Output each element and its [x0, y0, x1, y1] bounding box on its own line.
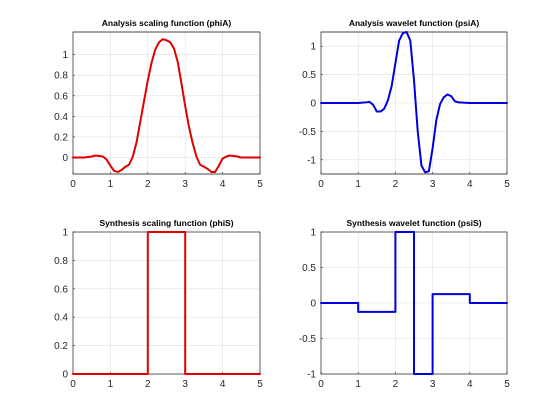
x-tick-label: 5 — [257, 379, 263, 390]
series-line — [72, 38, 261, 173]
x-tick-label: 4 — [467, 379, 473, 390]
plot-area — [72, 231, 261, 375]
y-tick-label: 0.8 — [54, 256, 68, 267]
subplot-analysis-scaling-function: 0 1 2 3 4 5 0 0.2 0.4 0.6 0.8 1 Analysis scaling fun… — [54, 18, 263, 190]
x-tick-label: 3 — [182, 379, 188, 390]
y-tick-label: -0.5 — [299, 127, 317, 138]
x-tick-label: 5 — [504, 379, 510, 390]
series-line — [320, 31, 508, 174]
y-tick-label: 0.4 — [54, 313, 68, 324]
x-tick-label: 4 — [220, 379, 226, 390]
y-tick-label: 0.2 — [54, 132, 68, 143]
y-tick-label: 1 — [310, 228, 316, 239]
y-tick-label: 0.2 — [54, 341, 68, 352]
x-tick-label: 3 — [430, 379, 436, 390]
y-tick-label: -0.5 — [299, 334, 317, 345]
x-tick-label: 0 — [70, 379, 76, 390]
x-tick-label: 5 — [504, 179, 510, 190]
y-tick-label: 0 — [62, 153, 68, 164]
x-tick-label: 1 — [108, 179, 114, 190]
x-tick-label: 0 — [318, 179, 324, 190]
y-tick-label: 0.6 — [54, 284, 68, 295]
y-tick-label: 0.4 — [54, 112, 68, 123]
y-tick-label: 0.5 — [302, 70, 316, 81]
y-tick-label: 0.6 — [54, 91, 68, 102]
y-tick-label: 1 — [62, 228, 68, 239]
x-tick-label: 2 — [393, 379, 399, 390]
x-tick-label: 1 — [108, 379, 114, 390]
y-tick-label: 0.8 — [54, 71, 68, 82]
x-tick-label: 2 — [393, 179, 399, 190]
series-line — [320, 231, 508, 375]
x-tick-label: 1 — [355, 179, 361, 190]
axes-frame — [72, 31, 261, 175]
x-tick-label: 1 — [355, 379, 361, 390]
x-tick-label: 5 — [257, 179, 263, 190]
y-tick-label: 0 — [310, 299, 316, 310]
subplot-title: Analysis wavelet function (psiA) — [349, 18, 480, 28]
y-tick-label: -1 — [307, 155, 316, 166]
subplot-synthesis-wavelet-function: 0 1 2 3 4 5 -1 -0.5 0 0.5 1 Synthesis wavelet funct… — [299, 218, 510, 390]
x-tick-label: 2 — [145, 379, 151, 390]
subplot-synthesis-scaling-function: 0 1 2 3 4 5 0 0.2 0.4 0.6 0.8 1 Synthesis scaling fu… — [54, 218, 263, 390]
y-tick-label: 1 — [310, 42, 316, 53]
x-tick-label: 4 — [467, 179, 473, 190]
x-tick-label: 3 — [182, 179, 188, 190]
plot-area — [72, 31, 261, 175]
y-tick-label: 0.5 — [302, 263, 316, 274]
x-tick-label: 3 — [430, 179, 436, 190]
y-tick-label: 0 — [62, 370, 68, 381]
subplot-analysis-wavelet-function: 0 1 2 3 4 5 -1 -0.5 0 0.5 1 Analysis wavelet functi… — [299, 18, 510, 190]
y-tick-label: 1 — [62, 50, 68, 61]
subplot-title: Synthesis scaling function (phiS) — [99, 218, 233, 228]
x-tick-label: 0 — [70, 179, 76, 190]
series-line — [72, 231, 261, 375]
subplot-title: Synthesis wavelet function (psiS) — [346, 218, 481, 228]
y-tick-label: -1 — [307, 370, 316, 381]
y-tick-label: 0 — [310, 99, 316, 110]
x-tick-label: 2 — [145, 179, 151, 190]
x-tick-label: 0 — [318, 379, 324, 390]
x-tick-label: 4 — [220, 179, 226, 190]
subplot-title: Analysis scaling function (phiA) — [102, 18, 232, 28]
